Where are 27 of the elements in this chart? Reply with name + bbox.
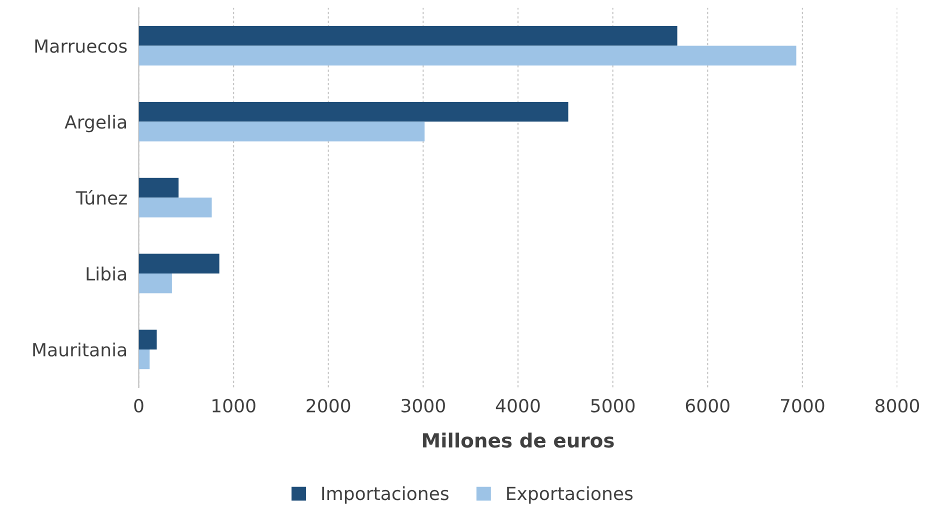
- x-tick-label: 8000: [876, 398, 920, 412]
- x-tick-label: 3000: [402, 398, 445, 412]
- y-tick-label: Mauritania: [33, 342, 126, 357]
- bar: [138, 254, 220, 274]
- x-tick-label: 2000: [306, 398, 350, 412]
- y-tick-label: Túnez: [76, 190, 127, 205]
- y-tick-label: Libia: [86, 266, 126, 281]
- bar: [138, 178, 179, 198]
- bar: [138, 349, 150, 370]
- bar: [138, 102, 568, 122]
- bar: [138, 122, 425, 142]
- x-tick-label: 5000: [591, 398, 635, 412]
- bar: [138, 198, 212, 218]
- y-tick-label: Marruecos: [35, 39, 127, 53]
- y-tick-label: Argelia: [64, 114, 126, 132]
- legend-label: Importaciones: [322, 486, 448, 504]
- legend-label: Exportaciones: [507, 486, 633, 504]
- bar: [138, 46, 796, 66]
- x-tick-label: 0: [134, 398, 144, 412]
- x-tick-label: 1000: [212, 398, 256, 412]
- bar: [138, 330, 157, 350]
- x-tick-label: 4000: [496, 398, 540, 412]
- x-axis-title: Millones de euros: [423, 432, 614, 448]
- bar: [138, 26, 678, 46]
- bar: [138, 274, 172, 294]
- x-tick-label: 7000: [780, 398, 824, 412]
- x-tick-label: 6000: [686, 398, 730, 412]
